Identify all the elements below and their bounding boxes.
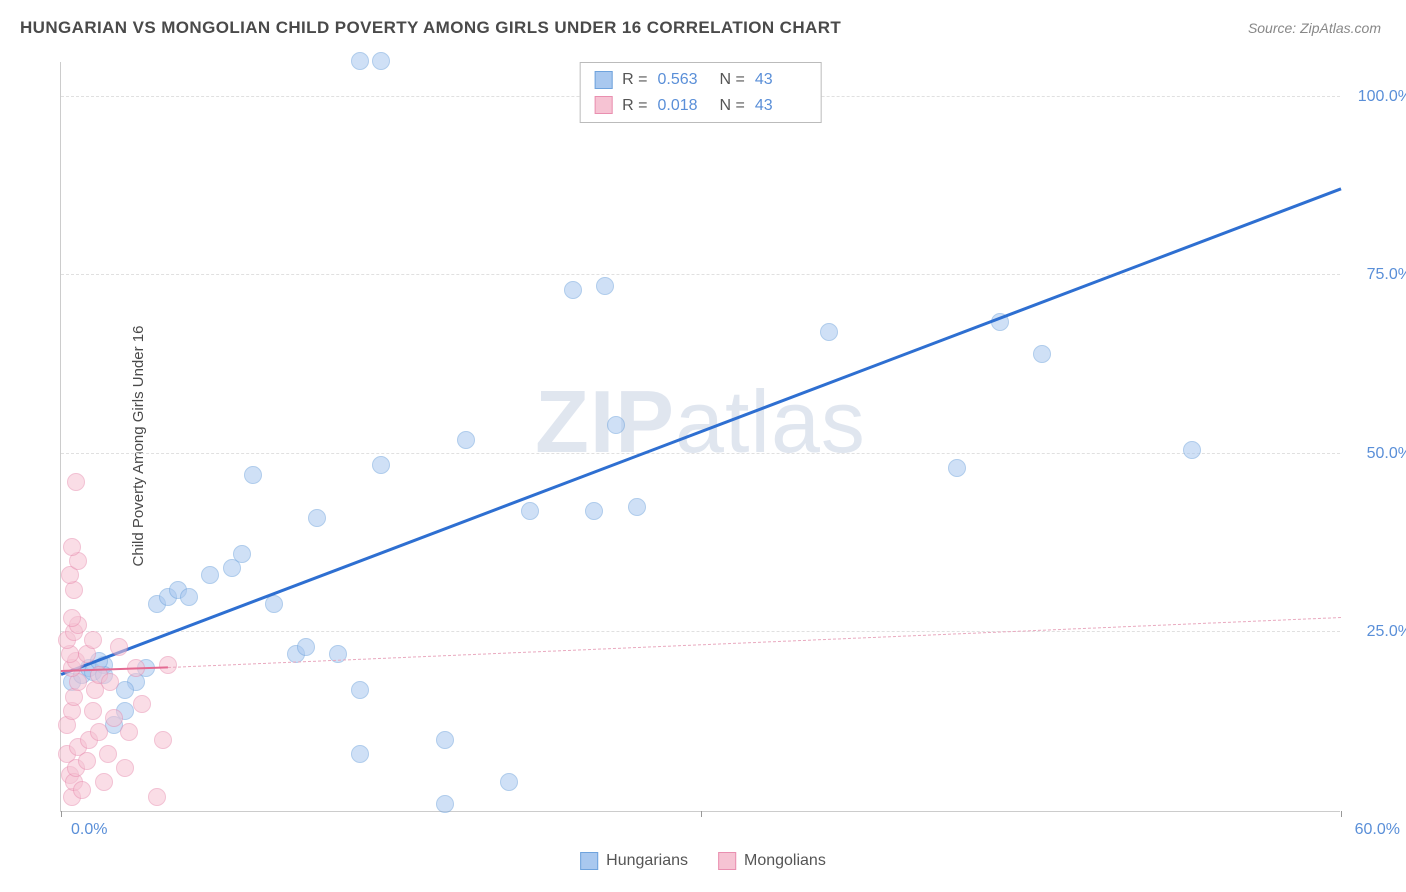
source-attribution: Source: ZipAtlas.com [1248, 20, 1381, 36]
scatter-point [78, 752, 96, 770]
scatter-point [351, 52, 369, 70]
scatter-point [133, 695, 151, 713]
watermark-rest: atlas [675, 372, 866, 471]
scatter-point [297, 638, 315, 656]
scatter-point [233, 545, 251, 563]
scatter-point [585, 502, 603, 520]
scatter-point [84, 631, 102, 649]
legend-bottom: Hungarians Mongolians [580, 852, 826, 870]
y-tick-label: 100.0% [1358, 88, 1406, 106]
scatter-point [244, 466, 262, 484]
scatter-point [1183, 441, 1201, 459]
x-tick [61, 811, 62, 817]
scatter-point [265, 595, 283, 613]
legend-swatch [594, 96, 612, 114]
scatter-point [628, 498, 646, 516]
legend-swatch [718, 852, 736, 870]
x-axis-max-label: 60.0% [1355, 821, 1400, 839]
legend-row: R = 0.018 N = 43 [594, 93, 807, 119]
watermark-bold: ZIP [535, 372, 675, 471]
legend-row: R = 0.563 N = 43 [594, 67, 807, 93]
scatter-point [95, 773, 113, 791]
y-tick-label: 50.0% [1367, 445, 1406, 463]
r-label: R = [622, 67, 647, 93]
chart-title: HUNGARIAN VS MONGOLIAN CHILD POVERTY AMO… [20, 18, 841, 38]
scatter-point [351, 745, 369, 763]
scatter-point [564, 281, 582, 299]
r-value: 0.018 [658, 93, 710, 119]
n-value: 43 [755, 67, 807, 93]
gridline-horizontal [61, 453, 1340, 454]
scatter-point [116, 759, 134, 777]
scatter-point [1033, 345, 1051, 363]
scatter-point [148, 788, 166, 806]
scatter-point [457, 431, 475, 449]
scatter-point [948, 459, 966, 477]
scatter-point [105, 709, 123, 727]
scatter-point [99, 745, 117, 763]
legend-series-item: Hungarians [580, 852, 688, 870]
r-value: 0.563 [658, 67, 710, 93]
scatter-point [820, 323, 838, 341]
scatter-point [180, 588, 198, 606]
gridline-horizontal [61, 631, 1340, 632]
plot-area: ZIPatlas 0.0% 60.0% 25.0%50.0%75.0%100.0… [60, 62, 1340, 812]
y-tick-label: 25.0% [1367, 623, 1406, 641]
scatter-point [596, 277, 614, 295]
legend-correlation-box: R = 0.563 N = 43 R = 0.018 N = 43 [579, 62, 822, 123]
x-tick [1341, 811, 1342, 817]
r-label: R = [622, 93, 647, 119]
scatter-point [607, 416, 625, 434]
scatter-point [84, 702, 102, 720]
scatter-point [120, 723, 138, 741]
scatter-point [351, 681, 369, 699]
trendline-dashed [168, 617, 1341, 668]
scatter-point [90, 723, 108, 741]
scatter-point [436, 795, 454, 813]
scatter-point [500, 773, 518, 791]
scatter-point [159, 656, 177, 674]
scatter-point [521, 502, 539, 520]
legend-series-label: Hungarians [606, 852, 688, 870]
chart-container: HUNGARIAN VS MONGOLIAN CHILD POVERTY AMO… [0, 0, 1406, 892]
scatter-point [63, 609, 81, 627]
scatter-point [308, 509, 326, 527]
scatter-point [372, 456, 390, 474]
x-axis-min-label: 0.0% [71, 821, 107, 839]
x-tick [701, 811, 702, 817]
scatter-point [372, 52, 390, 70]
legend-series-item: Mongolians [718, 852, 826, 870]
gridline-horizontal [61, 274, 1340, 275]
legend-swatch [594, 71, 612, 89]
scatter-point [201, 566, 219, 584]
scatter-point [436, 731, 454, 749]
y-tick-label: 75.0% [1367, 266, 1406, 284]
scatter-point [110, 638, 128, 656]
scatter-point [154, 731, 172, 749]
n-label: N = [720, 93, 745, 119]
scatter-point [67, 473, 85, 491]
scatter-point [63, 538, 81, 556]
trendline [61, 187, 1342, 675]
scatter-point [73, 781, 91, 799]
n-value: 43 [755, 93, 807, 119]
legend-swatch [580, 852, 598, 870]
legend-series-label: Mongolians [744, 852, 826, 870]
scatter-point [101, 673, 119, 691]
n-label: N = [720, 67, 745, 93]
